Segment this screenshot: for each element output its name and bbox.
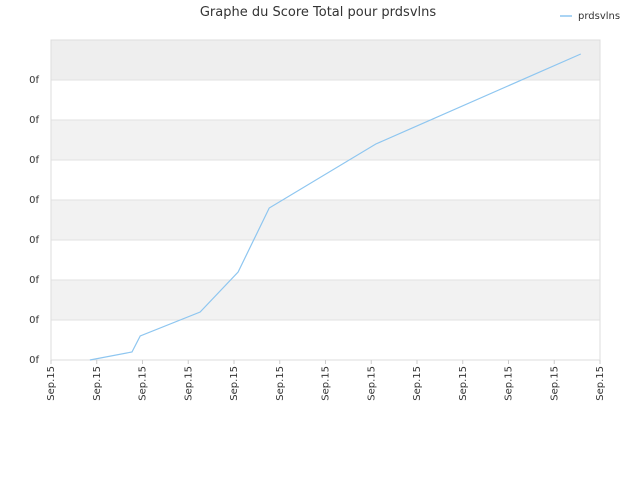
- grid-band: [51, 320, 600, 360]
- y-tick-label: 0f: [29, 155, 39, 166]
- grid-band: [51, 200, 600, 240]
- y-tick-label: 0f: [29, 195, 39, 206]
- x-tick-label: Sep.15: [138, 366, 149, 401]
- legend-label: prdsvlns: [578, 11, 620, 22]
- chart-title: Graphe du Score Total pour prdsvlns: [200, 5, 437, 20]
- grid-band: [51, 40, 600, 80]
- grid-band: [51, 160, 600, 200]
- y-tick-label: 0f: [29, 315, 39, 326]
- grid-band: [51, 120, 600, 160]
- x-tick-label: Sep.15: [595, 366, 606, 401]
- x-tick-label: Sep.15: [549, 366, 560, 401]
- x-tick-label: Sep.15: [229, 366, 240, 401]
- x-tick-label: Sep.15: [458, 366, 469, 401]
- x-tick-label: Sep.15: [504, 366, 515, 401]
- data-line: [89, 53, 582, 361]
- x-tick-label: Sep.15: [321, 366, 332, 401]
- x-tick-label: Sep.15: [366, 366, 377, 401]
- grid-band: [51, 240, 600, 280]
- x-tick-label: Sep.15: [412, 366, 423, 401]
- grid-band: [51, 80, 600, 120]
- x-tick-label: Sep.15: [275, 366, 286, 401]
- x-tick-label: Sep.15: [183, 366, 194, 401]
- y-tick-label: 0f: [29, 235, 39, 246]
- x-tick-label: Sep.15: [92, 366, 103, 401]
- y-tick-label: 0f: [29, 355, 39, 366]
- grid-band: [51, 280, 600, 320]
- y-tick-label: 0f: [29, 115, 39, 126]
- y-tick-label: 0f: [29, 275, 39, 286]
- x-tick-label: Sep.15: [46, 366, 57, 401]
- y-tick-label: 0f: [29, 75, 39, 86]
